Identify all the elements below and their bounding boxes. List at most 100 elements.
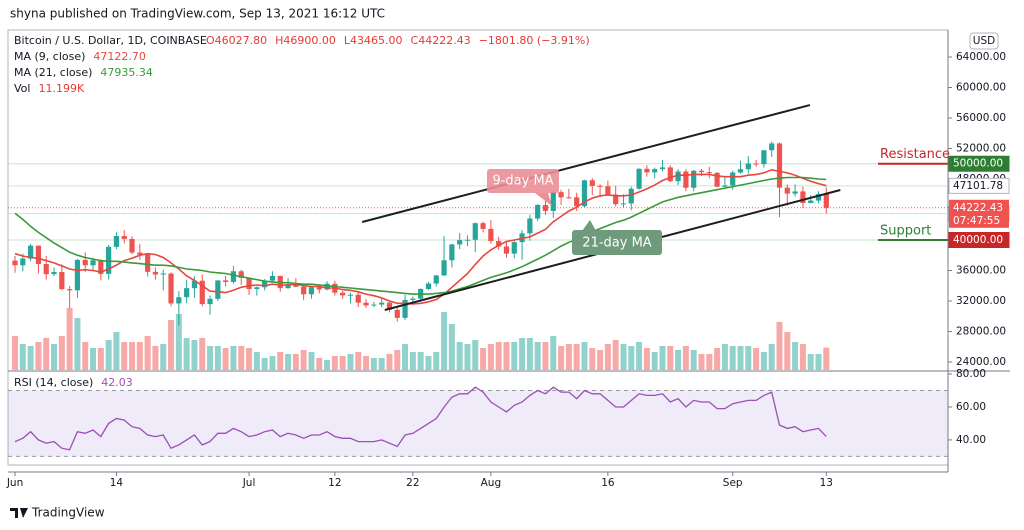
x-tick-label: Jun [6, 477, 23, 489]
candle-body [659, 167, 666, 170]
candle-body [441, 260, 447, 276]
countdown-label: 07:47:55 [953, 215, 1000, 227]
price-badge-label: 50000.00 [953, 158, 1003, 170]
volume-bar [363, 356, 370, 370]
x-tick-label: 16 [601, 477, 615, 489]
candle-body [293, 284, 299, 287]
currency-badge [969, 32, 999, 50]
candle-body [402, 299, 408, 318]
volume-bar [636, 342, 643, 370]
logo: TradingView [10, 506, 105, 520]
volume-bar [191, 340, 198, 370]
candle-body [628, 188, 634, 204]
candle-body [113, 236, 120, 247]
candle-body [730, 172, 736, 186]
candle-body [355, 294, 361, 303]
volume-bar [737, 346, 744, 370]
volume-bar [682, 346, 689, 370]
candle-body [542, 204, 549, 211]
legend-name: MA (21, close) [14, 66, 92, 79]
candle-body [35, 245, 42, 265]
candle-body [620, 203, 627, 205]
volume-bar [409, 352, 416, 370]
candle-body [823, 194, 829, 208]
volume-bar [511, 342, 518, 370]
y-tick-label: 24000.00 [956, 356, 1006, 368]
volume-bar [168, 320, 175, 370]
ma-line [14, 176, 827, 295]
volume-bar [339, 356, 346, 370]
candle-body [90, 260, 96, 266]
candle-body [776, 143, 783, 188]
last-price-label: 44222.43 [953, 202, 1003, 214]
volume-bar [441, 312, 448, 370]
candle-body [371, 304, 377, 306]
volume-bar [597, 350, 604, 370]
candle-body [363, 302, 369, 306]
ohlc-value: C44222.43 [411, 34, 471, 47]
candle-body [215, 280, 221, 299]
volume-bar [589, 348, 596, 370]
volume-bar [27, 346, 34, 370]
candle-body [698, 170, 705, 173]
last-price-badge [949, 199, 1009, 228]
candle-body [223, 280, 229, 282]
candle-body [308, 287, 315, 295]
ohlc-value: L43465.00 [344, 34, 403, 47]
volume-bar [659, 346, 666, 370]
candle-body [761, 150, 767, 165]
volume-bar [324, 360, 331, 370]
candle-body [160, 273, 166, 275]
candle-body [340, 292, 346, 296]
candle-body [581, 180, 588, 207]
annotation-text: 9-day MA [492, 174, 553, 189]
level-label: Support [880, 223, 931, 238]
candle-body [496, 241, 502, 247]
candle-body [59, 272, 65, 290]
ohlc-value: H46900.00 [275, 34, 336, 47]
volume-bar [347, 354, 354, 370]
volume-bar [269, 356, 276, 370]
volume-bar [58, 336, 65, 370]
candle-body [449, 244, 455, 261]
candle-body [410, 298, 416, 300]
legend-value: 42.03 [101, 376, 133, 389]
x-tick-label: 13 [820, 477, 833, 489]
candle-body [121, 236, 127, 239]
volume-bar [807, 354, 814, 370]
volume-bar [144, 336, 151, 370]
legend-name: MA (9, close) [14, 50, 85, 63]
candle-body [207, 298, 213, 305]
volume-bar [277, 352, 284, 370]
volume-bar [503, 342, 510, 370]
volume-bar [402, 344, 409, 370]
annotation-text: 21-day MA [582, 236, 651, 251]
volume-bar [651, 352, 658, 370]
volume-bar [792, 342, 799, 370]
annotation: 9-day MA [487, 169, 559, 206]
x-tick-label: 22 [406, 477, 419, 489]
candle-body [269, 275, 276, 281]
candle-body [254, 287, 260, 290]
candle-body [137, 252, 143, 255]
volume-bar [43, 338, 50, 370]
candle-body [51, 272, 57, 275]
x-tick-label: Jul [242, 477, 256, 489]
candle-body [246, 277, 252, 290]
volume-bar [19, 344, 26, 370]
candle-body [82, 259, 88, 266]
x-tick-label: Sep [723, 477, 743, 489]
annotation-box [487, 169, 559, 193]
volume-bar [152, 346, 159, 370]
candle-body [613, 194, 619, 205]
candle-body [324, 283, 330, 290]
volume-bar [823, 347, 830, 370]
candle-body [67, 289, 73, 291]
volume-bar [558, 346, 565, 370]
volume-bar [222, 348, 229, 370]
volume-bar [628, 346, 635, 370]
volume-bar [573, 344, 580, 370]
volume-bar [246, 348, 253, 370]
candle-body [464, 239, 471, 241]
annotation-pointer [535, 193, 552, 206]
